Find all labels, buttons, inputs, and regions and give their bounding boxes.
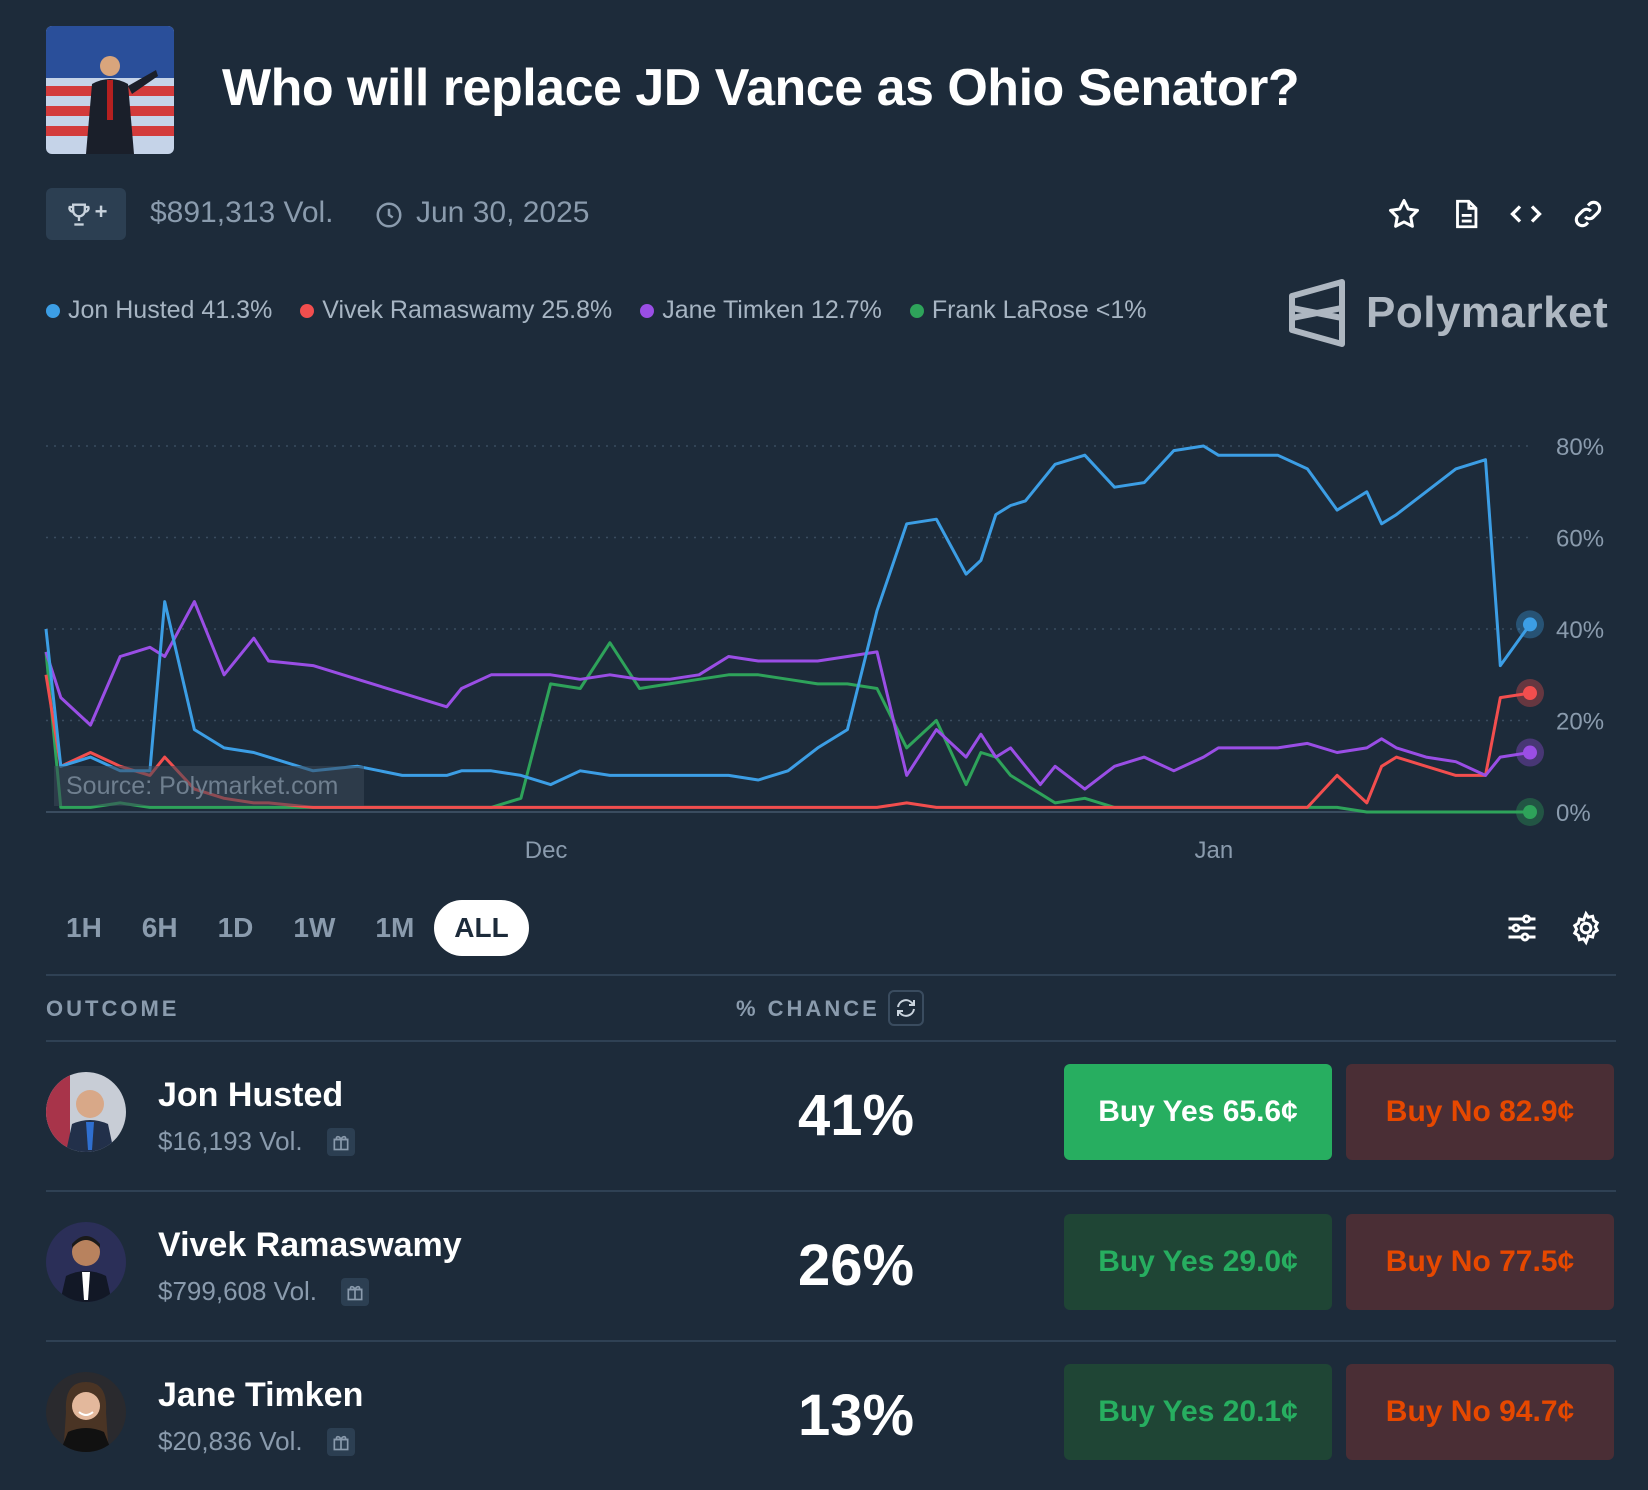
chart-source-watermark: Source: Polymarket.com <box>54 766 364 806</box>
tab-1w[interactable]: 1W <box>293 912 336 943</box>
y-tick-label: 80% <box>1556 434 1604 461</box>
legend-dot <box>909 303 924 318</box>
market-thumbnail <box>46 26 174 154</box>
outcome-volume: $16,193 Vol. <box>158 1126 355 1157</box>
endpoint-marker <box>1523 805 1537 819</box>
outcome-name: Jane Timken <box>158 1376 364 1414</box>
sliders-icon[interactable] <box>1502 908 1542 948</box>
y-tick-label: 0% <box>1556 800 1591 827</box>
gift-icon[interactable] <box>326 1127 355 1156</box>
y-tick-label: 40% <box>1556 617 1604 644</box>
buy-no-button[interactable]: Buy No 82.9¢ <box>1346 1064 1614 1160</box>
rewards-button[interactable]: + <box>46 188 126 240</box>
outcome-row-jon-husted[interactable]: Jon Husted $16,193 Vol. 41% Buy Yes 65.6… <box>46 1042 1616 1190</box>
avatar <box>46 1072 126 1152</box>
star-icon[interactable] <box>1384 194 1424 234</box>
buy-yes-button[interactable]: Buy Yes 29.0¢ <box>1064 1214 1332 1310</box>
series-line-jane-timken <box>44 600 1531 791</box>
y-tick-label: 20% <box>1556 709 1604 736</box>
brand-logo: Polymarket <box>1288 278 1608 348</box>
series-line-jon-husted <box>44 444 1532 787</box>
code-icon[interactable] <box>1506 194 1546 234</box>
outcome-name: Jon Husted <box>158 1076 344 1114</box>
x-tick-label: Jan <box>1195 837 1234 860</box>
outcome-column-header: OUTCOME <box>46 996 180 1021</box>
chance-column-header: % CHANCE <box>736 996 880 1021</box>
outcome-row-vivek-ramaswamy[interactable]: Vivek Ramaswamy $799,608 Vol. 26% Buy Ye… <box>46 1192 1616 1340</box>
x-tick-label: Dec <box>525 837 568 860</box>
legend-dot <box>46 303 60 318</box>
divider <box>46 974 1616 976</box>
outcome-volume: $799,608 Vol. <box>158 1276 370 1307</box>
gear-icon[interactable] <box>1566 908 1606 948</box>
avatar <box>46 1372 126 1452</box>
gift-icon[interactable] <box>326 1427 355 1456</box>
endpoint-marker <box>1523 617 1537 632</box>
y-tick-label: 60% <box>1556 526 1604 553</box>
outcome-volume: $20,836 Vol. <box>158 1426 355 1457</box>
endpoint-marker <box>1523 686 1537 701</box>
divider <box>46 1190 1616 1192</box>
outcome-name: Vivek Ramaswamy <box>158 1226 462 1264</box>
plus-icon: + <box>94 199 108 224</box>
buy-no-button[interactable]: Buy No 77.5¢ <box>1346 1214 1614 1310</box>
tab-1d[interactable]: 1D <box>217 912 254 943</box>
buy-yes-button[interactable]: Buy Yes 65.6¢ <box>1064 1064 1332 1160</box>
endpoint-marker <box>1523 745 1537 760</box>
link-icon[interactable] <box>1568 194 1608 234</box>
legend-item: Frank LaRose <1% <box>909 296 1147 325</box>
avatar <box>46 1222 126 1302</box>
gift-icon[interactable] <box>341 1277 370 1306</box>
tab-1h[interactable]: 1H <box>66 912 102 943</box>
divider <box>46 1040 1616 1042</box>
polymarket-logo-icon <box>1289 279 1345 347</box>
tab-all[interactable]: ALL <box>434 900 529 956</box>
page-title: Who will replace JD Vance as Ohio Senato… <box>222 59 1300 117</box>
document-icon[interactable] <box>1446 194 1486 234</box>
market-volume: $891,313 Vol. <box>150 196 334 229</box>
outcome-chance: 13% <box>797 1383 915 1448</box>
buy-no-button[interactable]: Buy No 94.7¢ <box>1346 1364 1614 1460</box>
legend-item: Vivek Ramaswamy 25.8% <box>300 296 612 325</box>
buy-yes-button[interactable]: Buy Yes 20.1¢ <box>1064 1364 1332 1460</box>
trophy-icon <box>67 203 90 226</box>
outcome-chance: 26% <box>797 1233 915 1298</box>
divider <box>46 1340 1616 1342</box>
legend-dot <box>300 303 315 318</box>
tab-6h[interactable]: 6H <box>141 912 178 943</box>
time-range-tabs: 1H 6H 1D 1W 1M ALL <box>46 900 529 956</box>
tab-1m[interactable]: 1M <box>375 912 415 943</box>
clock-icon <box>374 200 404 235</box>
legend-item: Jon Husted 41.3% <box>46 296 272 325</box>
outcome-row-jane-timken[interactable]: Jane Timken $20,836 Vol. 13% Buy Yes 20.… <box>46 1342 1616 1490</box>
refresh-icon[interactable] <box>888 990 924 1026</box>
end-date: Jun 30, 2025 <box>416 196 590 229</box>
legend-dot <box>640 303 655 318</box>
chart-legend: Jon Husted 41.3% Vivek Ramaswamy 25.8% J… <box>46 296 1147 325</box>
legend-item: Jane Timken 12.7% <box>640 296 882 325</box>
outcome-chance: 41% <box>797 1083 915 1148</box>
